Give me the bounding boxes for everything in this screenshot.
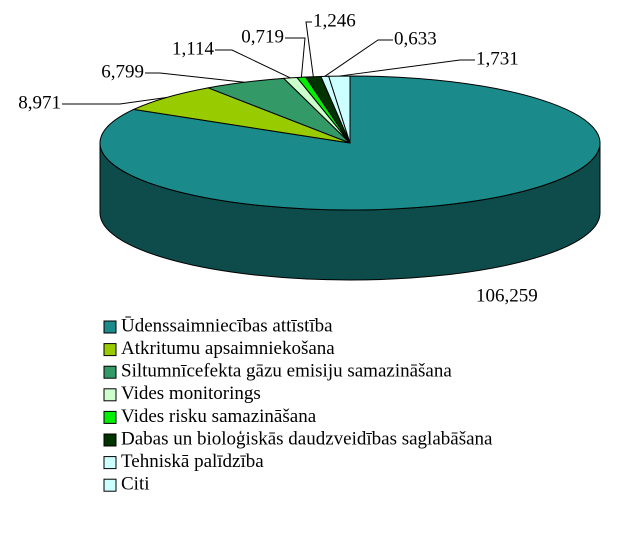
legend-swatch bbox=[103, 388, 117, 402]
legend-swatch bbox=[103, 343, 117, 357]
pie-slice bbox=[131, 87, 351, 144]
leader-line bbox=[285, 37, 306, 78]
leader-line bbox=[145, 72, 245, 83]
data-label: 1,731 bbox=[476, 48, 519, 69]
legend-swatch bbox=[103, 365, 117, 379]
data-label: 0,633 bbox=[394, 28, 437, 49]
data-label: 106,259 bbox=[476, 285, 538, 306]
leader-line bbox=[305, 21, 314, 77]
legend-label: Ūdenssaimniecības attīstība bbox=[121, 315, 333, 336]
leader-line bbox=[215, 49, 291, 79]
legend-swatch bbox=[103, 410, 117, 424]
leader-line bbox=[62, 97, 167, 105]
pie-slice bbox=[328, 75, 351, 144]
legend-label: Citi bbox=[121, 474, 150, 495]
data-label: 0,719 bbox=[241, 26, 284, 47]
legend-label: Vides risku samazināšana bbox=[121, 406, 317, 427]
data-label: 8,971 bbox=[18, 92, 61, 113]
legend-swatch bbox=[103, 320, 117, 334]
legend-label: Atkritumu apsaimniekošana bbox=[121, 338, 335, 359]
legend-swatch bbox=[103, 456, 117, 470]
leader-line bbox=[324, 39, 393, 77]
legend-swatch bbox=[103, 433, 117, 447]
data-label: 1,114 bbox=[172, 38, 215, 59]
legend-label: Dabas un bioloģiskās daudzveidības sagla… bbox=[121, 428, 493, 449]
data-label: 6,799 bbox=[101, 61, 144, 82]
legend-label: Tehniskā palīdzība bbox=[121, 451, 264, 472]
legend-label: Siltumnīcefekta gāzu emisiju samazināšan… bbox=[121, 361, 452, 382]
data-label: 1,246 bbox=[313, 10, 356, 31]
legend-swatch bbox=[103, 478, 117, 492]
leader-line bbox=[339, 59, 475, 77]
legend-label: Vides monitorings bbox=[121, 383, 261, 404]
